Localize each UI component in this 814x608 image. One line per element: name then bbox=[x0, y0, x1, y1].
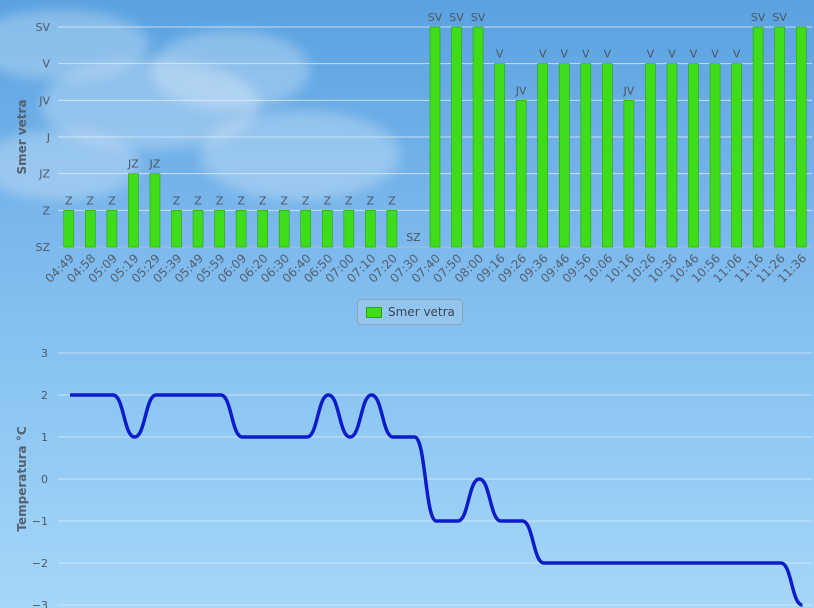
data-label: Z bbox=[173, 194, 181, 207]
y-tick-label: 1 bbox=[41, 431, 48, 444]
bar bbox=[278, 210, 290, 248]
bar bbox=[580, 63, 592, 248]
bar bbox=[731, 63, 742, 248]
bar bbox=[709, 63, 721, 248]
bar bbox=[192, 210, 204, 248]
data-label: Z bbox=[280, 194, 288, 207]
bar bbox=[558, 63, 570, 248]
bar bbox=[63, 210, 75, 248]
y-tick-label: V bbox=[42, 58, 50, 71]
bar bbox=[472, 26, 484, 248]
y-tick-label: SZ bbox=[35, 241, 50, 254]
bar bbox=[666, 63, 678, 248]
bar bbox=[645, 63, 656, 248]
bar bbox=[623, 100, 635, 248]
bar bbox=[365, 210, 376, 248]
bar bbox=[343, 210, 355, 248]
bar bbox=[451, 26, 462, 248]
bar bbox=[752, 26, 764, 248]
legend-swatch bbox=[366, 306, 382, 318]
y-tick-label: 0 bbox=[41, 473, 48, 486]
data-label: Z bbox=[237, 194, 245, 207]
data-label: SV bbox=[449, 11, 464, 24]
y-tick-label: JV bbox=[38, 94, 50, 107]
y-tick-label: −2 bbox=[32, 557, 48, 570]
bar bbox=[774, 26, 785, 248]
bar bbox=[386, 210, 398, 248]
data-label: Z bbox=[216, 194, 224, 207]
bar bbox=[795, 26, 807, 248]
data-label: V bbox=[690, 48, 698, 61]
data-label: Z bbox=[345, 194, 353, 207]
legend-wind-direction[interactable]: Smer vetra bbox=[357, 299, 463, 325]
data-label: Z bbox=[367, 194, 375, 207]
data-label: Z bbox=[388, 194, 396, 207]
data-label: SV bbox=[772, 11, 787, 24]
bar bbox=[494, 63, 505, 248]
bar bbox=[602, 63, 613, 248]
y-tick-label: Z bbox=[42, 204, 50, 217]
bar bbox=[214, 210, 225, 248]
data-label: V bbox=[539, 48, 547, 61]
data-label: SV bbox=[471, 11, 486, 24]
data-label: Z bbox=[302, 194, 310, 207]
data-label: Z bbox=[65, 194, 73, 207]
data-label: V bbox=[582, 48, 590, 61]
y-tick-label: SV bbox=[35, 21, 50, 34]
data-label: V bbox=[647, 48, 655, 61]
data-label: Z bbox=[194, 194, 202, 207]
bar bbox=[128, 173, 139, 248]
data-label: SV bbox=[751, 11, 766, 24]
bar bbox=[429, 26, 441, 248]
bar bbox=[149, 173, 161, 248]
data-label: V bbox=[604, 48, 612, 61]
data-label: V bbox=[560, 48, 568, 61]
bar bbox=[537, 63, 549, 248]
y-axis-title: Temperatura °C bbox=[15, 426, 29, 531]
bar bbox=[106, 210, 118, 248]
y-tick-label: −3 bbox=[32, 599, 48, 608]
data-label: Z bbox=[324, 194, 332, 207]
bar bbox=[688, 63, 699, 248]
data-label: SZ bbox=[406, 231, 421, 244]
legend-label: Smer vetra bbox=[388, 305, 455, 319]
bar bbox=[515, 100, 527, 248]
data-label: JZ bbox=[127, 158, 139, 171]
y-tick-label: 2 bbox=[41, 389, 48, 402]
bar bbox=[85, 210, 96, 248]
data-label: V bbox=[668, 48, 676, 61]
y-tick-label: −1 bbox=[32, 515, 48, 528]
temperature-line bbox=[69, 393, 804, 607]
bar bbox=[257, 210, 268, 248]
y-tick-label: JZ bbox=[38, 168, 50, 181]
data-label: JV bbox=[515, 84, 527, 97]
bar bbox=[235, 210, 247, 248]
y-tick-label: 3 bbox=[41, 347, 48, 360]
data-label: Z bbox=[259, 194, 267, 207]
y-axis-title: Smer vetra bbox=[15, 99, 29, 174]
bar bbox=[321, 210, 333, 248]
bar bbox=[300, 210, 312, 248]
data-label: JV bbox=[622, 84, 634, 97]
data-label: V bbox=[733, 48, 741, 61]
data-label: JZ bbox=[149, 158, 161, 171]
data-label: V bbox=[711, 48, 719, 61]
data-label: SV bbox=[428, 11, 443, 24]
y-tick-label: J bbox=[46, 131, 50, 144]
data-label: Z bbox=[87, 194, 95, 207]
data-label: V bbox=[496, 48, 504, 61]
data-label: Z bbox=[108, 194, 116, 207]
bar bbox=[171, 210, 182, 248]
